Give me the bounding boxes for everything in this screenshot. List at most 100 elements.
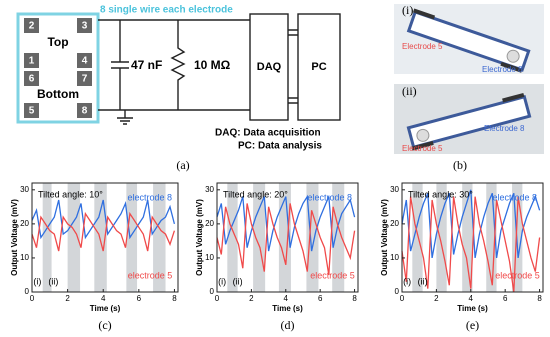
phase-label: (i) [218, 276, 226, 286]
x-tick-label: 0 [215, 294, 220, 303]
series-label: electrode 8 [492, 192, 537, 202]
pad [77, 103, 92, 118]
y-tick-label: 0 [395, 287, 400, 296]
y-tick-label: 10 [20, 253, 29, 262]
x-tick-label: 6 [503, 294, 508, 303]
y-tick-label: 10 [205, 253, 214, 262]
ground [117, 110, 133, 125]
capacitor [111, 20, 129, 110]
pad [77, 71, 92, 86]
y-tick-label: 20 [390, 219, 399, 228]
series-line [31, 211, 176, 252]
y-tick-label: 20 [205, 219, 214, 228]
pad-label: 7 [82, 74, 88, 85]
x-tick-label: 4 [101, 294, 106, 303]
x-tick-label: 4 [284, 294, 289, 303]
x-tick-label: 4 [469, 294, 474, 303]
capacitor-label: 47 nF [131, 58, 162, 72]
x-tick-label: 2 [434, 294, 439, 303]
y-axis-label: Output Voltage (mV) [380, 199, 389, 276]
phase-label: (i) [403, 276, 411, 286]
y-tick-label: 30 [20, 185, 29, 194]
wire-note: 8 single wire each electrode [100, 5, 233, 16]
x-tick-label: 0 [400, 294, 405, 303]
y-tick-label: 30 [205, 185, 214, 194]
resistor-label: 10 MΩ [194, 58, 231, 72]
x-tick-label: 8 [172, 294, 177, 303]
chart: 0 10 20 30 0 2 4 6 8 Time (s) Output Voltage (mV) T… [195, 182, 359, 332]
pad-label: 2 [29, 21, 35, 32]
annotation: Tilted angle: 10° [38, 189, 103, 199]
pad-label: 1 [29, 56, 35, 67]
series-line [31, 199, 176, 240]
shaded-region [332, 183, 345, 292]
electrode-5-label: Electrode 5 [402, 144, 443, 153]
series-line [401, 196, 541, 293]
shaded-region [227, 183, 238, 292]
circuit [98, 13, 341, 125]
y-tick-label: 10 [390, 253, 399, 262]
pad-label: 5 [29, 106, 35, 117]
legend-line: PC: Data analysis [238, 141, 322, 152]
shaded-region [253, 183, 266, 292]
tube [406, 8, 531, 73]
caption: (b) [453, 158, 467, 172]
x-axis-label: Time (s) [272, 304, 303, 313]
y-axis-label: Output Voltage (mV) [10, 199, 19, 276]
y-tick-label: 0 [25, 287, 30, 296]
shaded-region [306, 183, 319, 292]
pc-label: PC [311, 61, 326, 73]
electrode-8-label: Electrode 8 [482, 65, 523, 74]
phase-label: (ii) [233, 276, 243, 286]
x-tick-label: 8 [352, 294, 357, 303]
chart: 0 10 20 30 0 2 4 6 8 Time (s) Output Voltage (mV) T… [380, 182, 544, 332]
rail [98, 19, 250, 111]
y-axis-label: Output Voltage (mV) [195, 199, 204, 276]
caption: (d) [281, 318, 295, 332]
series-label: electrode 5 [495, 270, 540, 280]
link [288, 29, 298, 104]
shaded-region [412, 183, 423, 292]
pad-label: 3 [82, 21, 88, 32]
pc-box [297, 13, 341, 121]
series-label: electrode 5 [310, 270, 355, 280]
shaded-region [436, 183, 447, 292]
pads [24, 18, 92, 118]
electrode-8-label: Electrode 8 [484, 124, 525, 133]
plot-frame [216, 182, 359, 293]
annotation: Tilted angle: 20° [223, 189, 288, 199]
pad [24, 71, 39, 86]
pad [24, 53, 39, 68]
caption: (c) [98, 318, 111, 332]
pad-label: 8 [82, 106, 88, 117]
shaded-region [486, 183, 497, 292]
annotation: Tilted angle: 30° [408, 189, 473, 199]
plot-frame [31, 182, 179, 293]
x-tick-label: 2 [65, 294, 70, 303]
phase-label: (i) [33, 276, 41, 286]
pad [24, 103, 39, 118]
series-label: electrode 8 [127, 192, 172, 202]
y-tick-label: 20 [20, 219, 29, 228]
pad-label: 6 [29, 74, 35, 85]
x-tick-label: 2 [249, 294, 254, 303]
x-axis-label: Time (s) [457, 304, 488, 313]
x-tick-label: 0 [30, 294, 35, 303]
pad [77, 18, 92, 33]
bottom-label: Bottom [37, 87, 79, 101]
plot-frame [401, 182, 544, 293]
pad [24, 18, 39, 33]
pad [77, 53, 92, 68]
caption: (a) [176, 158, 189, 172]
shaded-region [462, 183, 473, 292]
phase-label: (ii) [48, 276, 58, 286]
subpanel-label: (ii) [402, 84, 417, 98]
resistor [170, 20, 186, 110]
series-line [216, 203, 356, 276]
chart: 0 10 20 30 0 2 4 6 8 Time (s) Output Voltage (mV) T… [10, 182, 179, 332]
shaded-region [126, 183, 138, 292]
panel-b: (i) Electrode 5 Electrode 8 (ii) Electro… [394, 3, 544, 172]
